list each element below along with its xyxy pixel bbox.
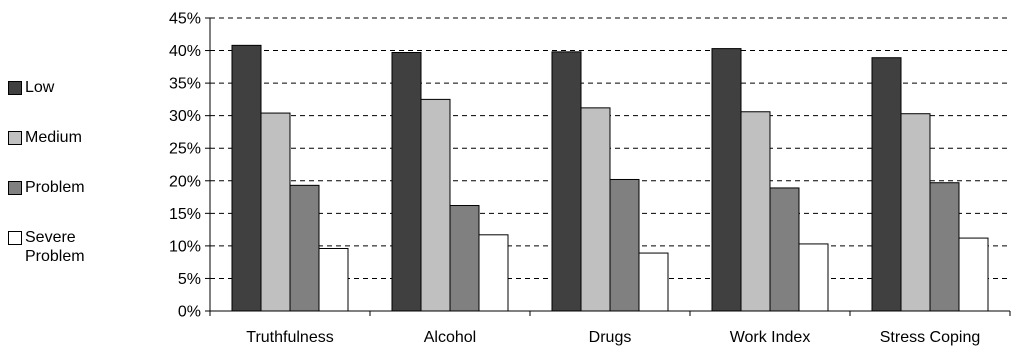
bar bbox=[740, 111, 771, 312]
legend-item-problem: Problem bbox=[8, 178, 158, 228]
y-tick-label: 25% bbox=[169, 141, 201, 158]
x-axis-ticks: Truthfulness Alcohol Drugs Work Index Stress… bbox=[209, 311, 1011, 346]
legend: Low Medium Problem Severe Problem bbox=[8, 78, 158, 278]
bar bbox=[391, 52, 422, 312]
bar bbox=[609, 178, 640, 312]
bar bbox=[551, 51, 582, 312]
bar bbox=[900, 113, 931, 312]
x-tick-label: Work Index bbox=[730, 329, 811, 346]
axes bbox=[209, 18, 1010, 312]
bar bbox=[798, 243, 829, 312]
legend-item-low: Low bbox=[8, 78, 158, 128]
bar bbox=[769, 187, 800, 312]
y-tick-label: 15% bbox=[169, 206, 201, 223]
y-tick-label: 40% bbox=[169, 43, 201, 60]
bar bbox=[638, 252, 669, 312]
x-tick-label: Drugs bbox=[589, 329, 632, 346]
legend-label-severe-problem: Severe Problem bbox=[25, 229, 85, 265]
legend-item-medium: Medium bbox=[8, 128, 158, 178]
legend-swatch-medium bbox=[8, 131, 22, 145]
legend-item-severe-problem: Severe Problem bbox=[8, 228, 158, 278]
bar bbox=[420, 98, 451, 312]
y-tick-label: 5% bbox=[178, 271, 201, 288]
bar bbox=[231, 44, 262, 312]
bar bbox=[260, 112, 291, 312]
bar bbox=[478, 234, 509, 312]
legend-swatch-low bbox=[8, 81, 22, 95]
y-tick-label: 20% bbox=[169, 173, 201, 190]
y-axis-ticks: 0% 5% 10% 15% 20% 25% 30% 35% 40% 45% bbox=[169, 11, 210, 321]
y-tick-label: 10% bbox=[169, 238, 201, 255]
y-tick-label: 0% bbox=[178, 304, 201, 321]
y-tick-label: 30% bbox=[169, 108, 201, 125]
bar bbox=[929, 182, 960, 312]
bar bbox=[449, 205, 480, 312]
legend-swatch-problem bbox=[8, 181, 22, 195]
legend-label-medium: Medium bbox=[25, 129, 82, 146]
bar bbox=[711, 48, 742, 312]
bar bbox=[958, 237, 989, 312]
legend-swatch-severe-problem bbox=[8, 231, 22, 245]
bar bbox=[871, 57, 902, 312]
y-tick-label: 35% bbox=[169, 76, 201, 93]
bar bbox=[289, 184, 320, 312]
bars bbox=[231, 44, 989, 312]
bar bbox=[318, 247, 349, 312]
x-tick-label: Truthfulness bbox=[246, 329, 333, 346]
x-tick-label: Alcohol bbox=[424, 329, 476, 346]
y-tick-label: 45% bbox=[169, 11, 201, 28]
x-tick-label: Stress Coping bbox=[880, 329, 981, 346]
legend-label-low: Low bbox=[25, 79, 55, 96]
bar bbox=[580, 107, 611, 312]
legend-label-problem: Problem bbox=[25, 179, 85, 196]
